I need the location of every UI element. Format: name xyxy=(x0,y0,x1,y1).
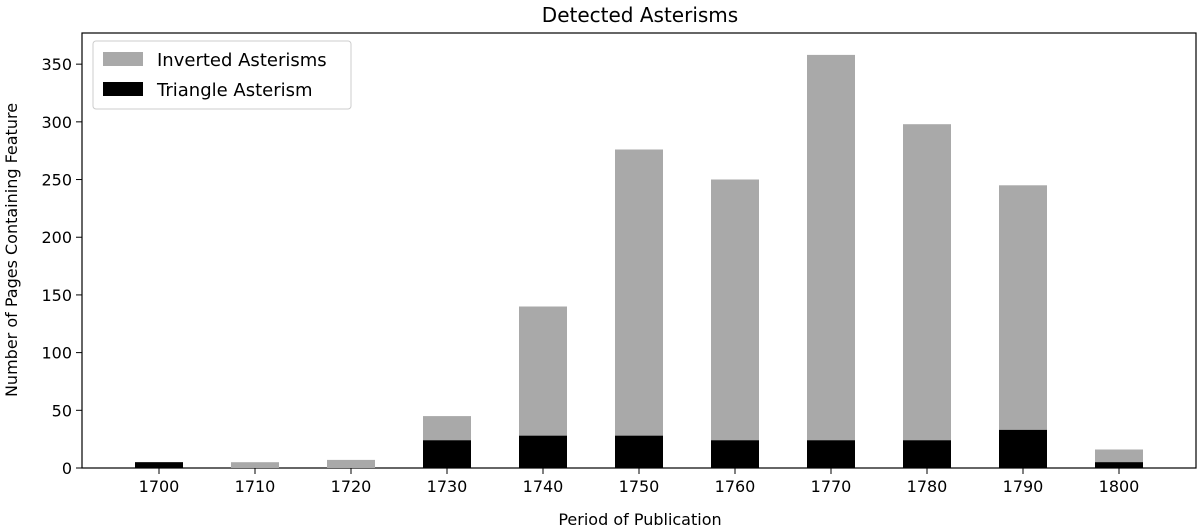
legend-box xyxy=(92,40,352,110)
legend-label-inverted: Inverted Asterisms xyxy=(157,50,327,71)
bar-inverted-1790 xyxy=(999,185,1047,469)
bars-group xyxy=(135,54,1143,469)
bar-inverted-1770 xyxy=(807,54,855,469)
bar-inverted-1710 xyxy=(231,462,279,468)
x-tick-label: 1720 xyxy=(331,477,372,496)
x-tick-label: 1770 xyxy=(811,477,852,496)
x-tick-label: 1780 xyxy=(907,477,948,496)
bar-triangle-1780 xyxy=(903,440,951,468)
bar-inverted-1750 xyxy=(615,149,663,468)
x-tick-label: 1750 xyxy=(619,477,660,496)
y-tick-label: 200 xyxy=(41,228,72,247)
bar-triangle-1800 xyxy=(1095,462,1143,468)
y-axis-title: Number of Pages Containing Feature xyxy=(2,103,21,397)
x-tick-label: 1760 xyxy=(715,477,756,496)
x-axis-title: Period of Publication xyxy=(558,510,721,529)
x-tick-label: 1730 xyxy=(427,477,468,496)
bar-inverted-1760 xyxy=(711,179,759,468)
y-tick-label: 350 xyxy=(41,55,72,74)
bar-triangle-1760 xyxy=(711,440,759,468)
y-tick-label: 300 xyxy=(41,113,72,132)
y-tick-label: 100 xyxy=(41,344,72,363)
y-tick-label: 150 xyxy=(41,286,72,305)
bar-triangle-1790 xyxy=(999,429,1047,468)
y-tick-label: 0 xyxy=(62,459,72,478)
legend-swatch-triangle xyxy=(103,82,143,96)
y-tick-label: 250 xyxy=(41,171,72,190)
x-axis: 1700 1710 1720 1730 1740 1750 1760 1770 1780 1790… xyxy=(139,468,1140,496)
bar-triangle-1750 xyxy=(615,435,663,468)
bar-triangle-1740 xyxy=(519,435,567,468)
legend-swatch-inverted xyxy=(103,52,143,66)
x-tick-label: 1790 xyxy=(1003,477,1044,496)
legend-label-triangle: Triangle Asterism xyxy=(156,80,313,101)
x-tick-label: 1710 xyxy=(235,477,276,496)
legend: Inverted Asterisms Triangle Asterism xyxy=(92,40,352,110)
bar-inverted-1780 xyxy=(903,124,951,468)
y-tick-label: 50 xyxy=(52,401,72,420)
bar-triangle-1730 xyxy=(423,440,471,468)
bar-inverted-1720 xyxy=(327,459,375,468)
chart-title: Detected Asterisms xyxy=(542,3,738,27)
x-tick-label: 1700 xyxy=(139,477,180,496)
y-axis: 0 50 100 150 200 250 300 350 xyxy=(41,55,82,478)
bar-triangle-1700 xyxy=(135,462,183,468)
x-tick-label: 1740 xyxy=(523,477,564,496)
bar-triangle-1770 xyxy=(807,440,855,468)
x-tick-label: 1800 xyxy=(1099,477,1140,496)
